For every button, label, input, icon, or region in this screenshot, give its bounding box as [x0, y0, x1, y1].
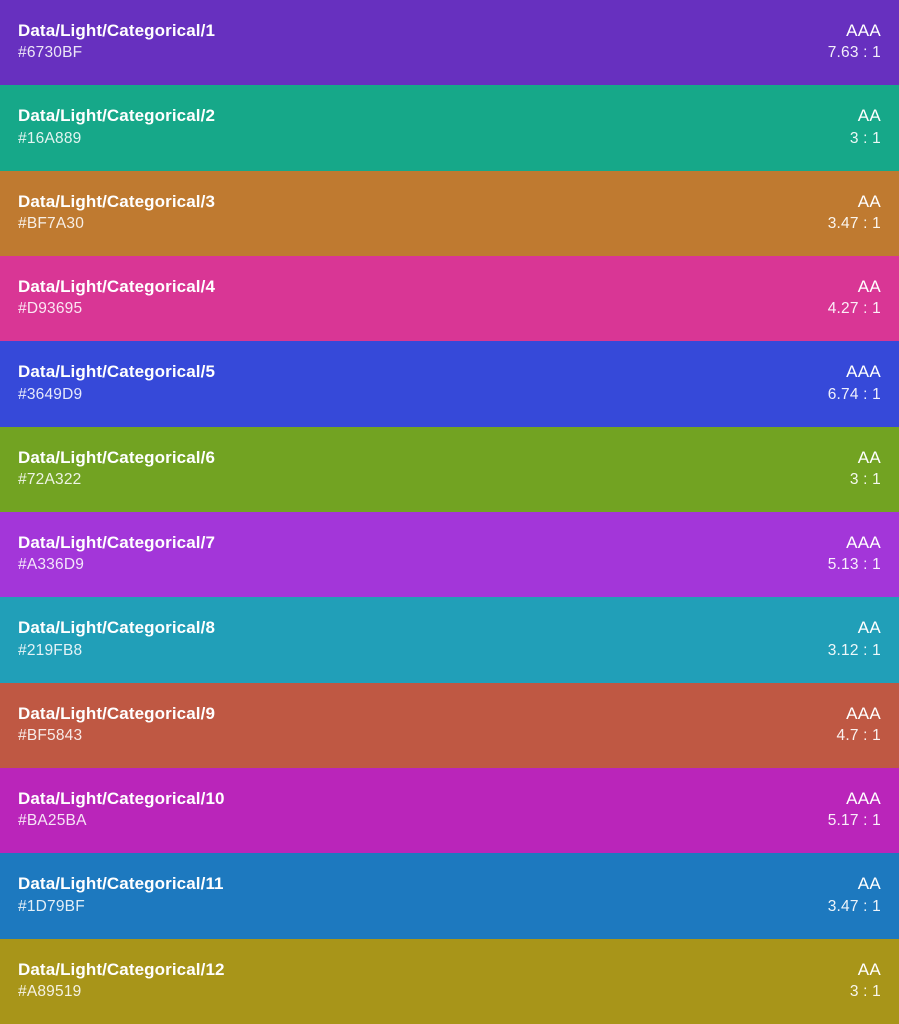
wcag-level-badge: AAA	[846, 788, 881, 808]
token-name: Data/Light/Categorical/10	[18, 788, 225, 808]
token-name: Data/Light/Categorical/5	[18, 362, 215, 382]
token-hex-value[interactable]: #72A322	[18, 470, 82, 488]
token-hex-value[interactable]: #D93695	[18, 300, 83, 318]
contrast-info: AA 3 : 1	[850, 447, 881, 492]
color-swatch-row[interactable]: Data/Light/Categorical/5 #3649D9 AAA 6.7…	[0, 341, 899, 427]
token-hex-value[interactable]: #6730BF	[18, 44, 83, 62]
token-name: Data/Light/Categorical/2	[18, 106, 215, 126]
contrast-info: AA 3.47 : 1	[828, 873, 881, 918]
contrast-ratio-value: 6.74 : 1	[827, 385, 881, 403]
wcag-level-badge: AAA	[846, 21, 881, 41]
token-info: Data/Light/Categorical/2 #16A889	[18, 105, 215, 150]
token-hex-value[interactable]: #3649D9	[18, 385, 83, 403]
token-info: Data/Light/Categorical/5 #3649D9	[18, 361, 215, 406]
token-name: Data/Light/Categorical/3	[18, 191, 215, 211]
token-hex-value[interactable]: #219FB8	[18, 641, 83, 659]
contrast-ratio-value: 4.27 : 1	[827, 300, 881, 318]
contrast-info: AA 4.27 : 1	[828, 276, 881, 321]
token-hex-value[interactable]: #1D79BF	[18, 897, 85, 915]
wcag-level-badge: AA	[857, 874, 881, 894]
color-swatch-row[interactable]: Data/Light/Categorical/7 #A336D9 AAA 5.1…	[0, 511, 899, 598]
contrast-ratio-value: 5.17 : 1	[827, 812, 881, 830]
color-swatch-row[interactable]: Data/Light/Categorical/2 #16A889 AA 3 : …	[0, 85, 899, 171]
wcag-level-badge: AA	[857, 191, 881, 211]
contrast-ratio-value: 3.47 : 1	[827, 897, 881, 915]
token-name: Data/Light/Categorical/4	[18, 277, 215, 297]
token-info: Data/Light/Categorical/3 #BF7A30	[18, 191, 215, 236]
token-info: Data/Light/Categorical/6 #72A322	[18, 447, 215, 492]
contrast-info: AA 3 : 1	[850, 959, 881, 1004]
contrast-ratio-value: 3 : 1	[849, 129, 881, 147]
wcag-level-badge: AA	[857, 618, 881, 638]
contrast-ratio-value: 3 : 1	[849, 470, 881, 488]
token-name: Data/Light/Categorical/12	[18, 959, 225, 979]
token-name: Data/Light/Categorical/11	[18, 874, 224, 894]
token-info: Data/Light/Categorical/4 #D93695	[18, 276, 215, 321]
contrast-info: AAA 7.63 : 1	[828, 20, 881, 65]
token-hex-value[interactable]: #A89519	[18, 982, 82, 1000]
token-name: Data/Light/Categorical/7	[18, 533, 215, 552]
contrast-info: AAA 4.7 : 1	[837, 703, 882, 748]
contrast-info: AA 3.12 : 1	[828, 617, 881, 662]
wcag-level-badge: AA	[857, 277, 881, 297]
contrast-info: AA 3.47 : 1	[828, 191, 881, 236]
token-info: Data/Light/Categorical/1 #6730BF	[18, 20, 215, 65]
color-swatch-row[interactable]: Data/Light/Categorical/9 #BF5843 AAA 4.7…	[0, 682, 899, 768]
color-swatch-row[interactable]: Data/Light/Categorical/10 #BA25BA AAA 5.…	[0, 767, 899, 854]
color-swatch-row[interactable]: Data/Light/Categorical/3 #BF7A30 AA 3.47…	[0, 170, 899, 256]
contrast-info: AAA 5.17 : 1	[828, 788, 881, 833]
token-name: Data/Light/Categorical/1	[18, 21, 215, 41]
token-name: Data/Light/Categorical/8	[18, 618, 215, 638]
wcag-level-badge: AAA	[846, 533, 881, 552]
token-name: Data/Light/Categorical/6	[18, 447, 215, 467]
contrast-ratio-value: 4.7 : 1	[836, 726, 881, 744]
token-info: Data/Light/Categorical/10 #BA25BA	[18, 788, 225, 833]
contrast-info: AAA 5.13 : 1	[828, 532, 881, 577]
color-swatch-row[interactable]: Data/Light/Categorical/8 #219FB8 AA 3.12…	[0, 597, 899, 683]
token-hex-value[interactable]: #A336D9	[18, 556, 85, 574]
token-hex-value[interactable]: #BA25BA	[18, 812, 87, 830]
token-hex-value[interactable]: #16A889	[18, 129, 82, 147]
token-hex-value[interactable]: #BF7A30	[18, 214, 85, 232]
wcag-level-badge: AAA	[846, 362, 881, 382]
token-info: Data/Light/Categorical/9 #BF5843	[18, 703, 215, 748]
wcag-level-badge: AAA	[846, 703, 881, 723]
contrast-ratio-value: 7.63 : 1	[827, 44, 881, 62]
token-info: Data/Light/Categorical/11 #1D79BF	[18, 873, 224, 918]
color-swatch-row[interactable]: Data/Light/Categorical/4 #D93695 AA 4.27…	[0, 255, 899, 342]
token-info: Data/Light/Categorical/12 #A89519	[18, 959, 225, 1004]
token-info: Data/Light/Categorical/8 #219FB8	[18, 617, 215, 662]
color-swatch-row[interactable]: Data/Light/Categorical/6 #72A322 AA 3 : …	[0, 426, 899, 512]
token-name: Data/Light/Categorical/9	[18, 703, 215, 723]
wcag-level-badge: AA	[857, 106, 881, 126]
contrast-ratio-value: 3.47 : 1	[827, 214, 881, 232]
token-info: Data/Light/Categorical/7 #A336D9	[18, 532, 215, 577]
color-swatch-row[interactable]: Data/Light/Categorical/1 #6730BF AAA 7.6…	[0, 0, 899, 86]
contrast-ratio-value: 3 : 1	[849, 982, 881, 1000]
contrast-ratio-value: 3.12 : 1	[827, 641, 881, 659]
color-swatch-row[interactable]: Data/Light/Categorical/12 #A89519 AA 3 :…	[0, 938, 899, 1024]
contrast-info: AA 3 : 1	[850, 105, 881, 150]
wcag-level-badge: AA	[857, 959, 881, 979]
token-hex-value[interactable]: #BF5843	[18, 726, 83, 744]
color-swatch-row[interactable]: Data/Light/Categorical/11 #1D79BF AA 3.4…	[0, 853, 899, 939]
contrast-ratio-value: 5.13 : 1	[827, 556, 881, 574]
wcag-level-badge: AA	[857, 447, 881, 467]
contrast-info: AAA 6.74 : 1	[828, 361, 881, 406]
